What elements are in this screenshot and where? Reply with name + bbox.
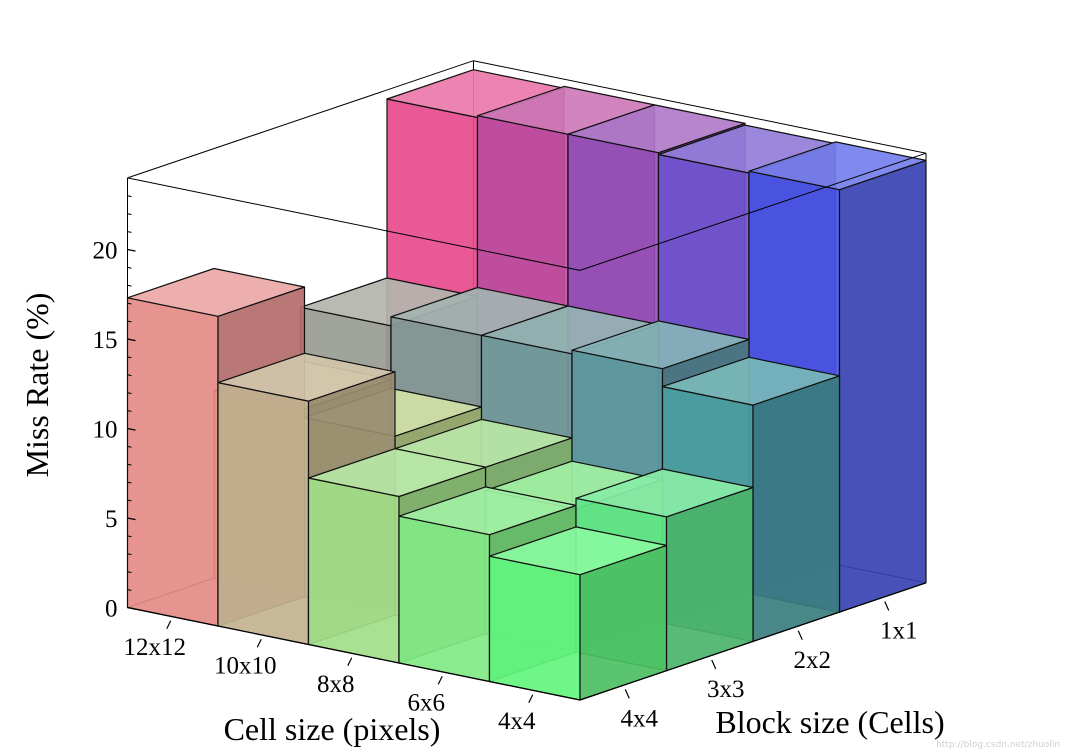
z-minor-tick [127,410,132,412]
z-minor-tick [127,195,132,198]
z-minor-tick [127,320,132,323]
floor-edge-left [127,606,581,701]
z-tick [127,248,136,252]
z-tick-label: 0 [105,596,118,623]
z-axis: 0 5 10 15 20 [93,195,136,623]
bar-4x4-3x3-front [665,486,754,672]
bar-10x10-4x4-side [217,382,310,646]
bar-10x10-4x4-top [217,352,396,402]
z-minor-tick [127,392,132,394]
cell-size-tick [347,657,353,667]
cell-size-tick [256,638,262,648]
bar-12x12-4x4-top [126,267,306,317]
bar-4x4-1x1-front [838,159,927,613]
block-size-tick [797,630,803,640]
box-edge [127,60,474,179]
cell-size-tick-label: 6x6 [408,689,446,716]
z-minor-tick [127,213,132,215]
z-tick [127,517,136,521]
cell-size-axis: 12x12 10x10 8x8 6x6 4x4 [124,620,536,735]
bar-6x6-4x4-side [398,515,491,683]
bar-4x4-4x4-side [488,555,581,701]
block-size-tick-label: 2x2 [794,647,832,674]
watermark: http://blog.csdn.net/zhuolin [936,740,1060,749]
z-tick-label: 10 [93,417,118,444]
bar-4x4-3x3-top [575,468,754,518]
z-minor-tick [127,356,132,359]
cell-size-tick [437,675,443,685]
z-minor-tick [127,266,132,269]
z-minor-tick [127,463,132,466]
z-tick [127,338,136,342]
z-tick [127,606,136,610]
box-edge [579,152,927,271]
z-minor-tick [127,571,132,573]
z-minor-tick [127,445,132,448]
block-size-axis-title: Block size (Cells) [715,704,944,740]
cell-size-tick-label: 8x8 [317,671,355,698]
block-size-tick-label: 1x1 [880,617,918,644]
cell-size-tick-label: 4x4 [498,708,536,735]
z-tick [127,427,136,431]
bar-6x6-2x2-top [571,320,750,370]
bar-group [126,69,927,701]
bar-12x12-4x4-side [126,297,219,627]
bar-4x4-2x2-top [661,356,841,406]
bar-4x4-1x1-top [748,141,927,191]
block-size-tick [884,601,890,611]
bar-4x4-2x2-front [752,375,841,643]
z-minor-tick [127,231,132,233]
z-minor-tick [127,535,132,538]
block-size-tick-label: 3x3 [707,676,745,703]
bar-8x8-4x4-side [307,477,400,664]
z-minor-tick [127,481,132,484]
box-edge [473,60,927,154]
bar-8x8-4x4-top [307,448,487,498]
box-edge [127,177,581,271]
z-tick-label: 15 [93,327,118,354]
bar-6x6-4x4-top [398,486,577,536]
floor-edge-right [579,582,927,701]
cell-size-tick [528,694,534,704]
z-tick-label: 20 [93,238,118,265]
block-size-axis: 1x1 2x2 3x3 4x4 [621,601,918,732]
cell-size-tick-label: 10x10 [214,652,277,679]
bar-8x8-1x1-top [567,104,746,154]
chart-box-front-edges [127,152,927,701]
block-size-tick-label: 4x4 [621,705,659,732]
cell-size-tick [166,620,172,630]
z-minor-tick [127,374,132,377]
block-size-tick [624,689,630,699]
bar-4x4-4x4-top [488,526,668,576]
block-size-tick [711,659,717,670]
z-minor-tick [127,302,132,305]
z-axis-title: Miss Rate (%) [19,293,55,478]
z-minor-tick [127,284,132,287]
z-tick-label: 5 [105,506,118,533]
z-minor-tick [127,499,132,502]
cell-size-tick-label: 12x12 [124,634,187,661]
cell-size-axis-title: Cell size (pixels) [224,711,441,747]
z-minor-tick [127,553,132,556]
z-minor-tick [127,589,132,591]
